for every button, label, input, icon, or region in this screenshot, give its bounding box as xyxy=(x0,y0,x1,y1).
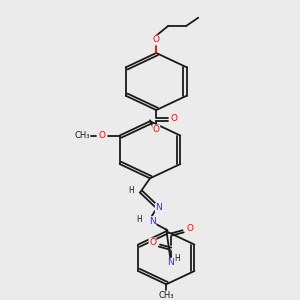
Text: O: O xyxy=(153,35,160,44)
Text: O: O xyxy=(187,224,194,233)
Text: O: O xyxy=(170,114,177,123)
Text: O: O xyxy=(153,125,160,134)
Text: N: N xyxy=(149,217,156,226)
Text: CH₃: CH₃ xyxy=(74,131,90,140)
Text: H: H xyxy=(136,214,142,224)
Text: O: O xyxy=(99,131,106,140)
Text: N: N xyxy=(155,203,162,212)
Text: H: H xyxy=(128,186,134,195)
Text: N: N xyxy=(167,258,173,267)
Text: CH₃: CH₃ xyxy=(158,291,174,300)
Text: O: O xyxy=(149,238,156,247)
Text: H: H xyxy=(175,254,180,263)
